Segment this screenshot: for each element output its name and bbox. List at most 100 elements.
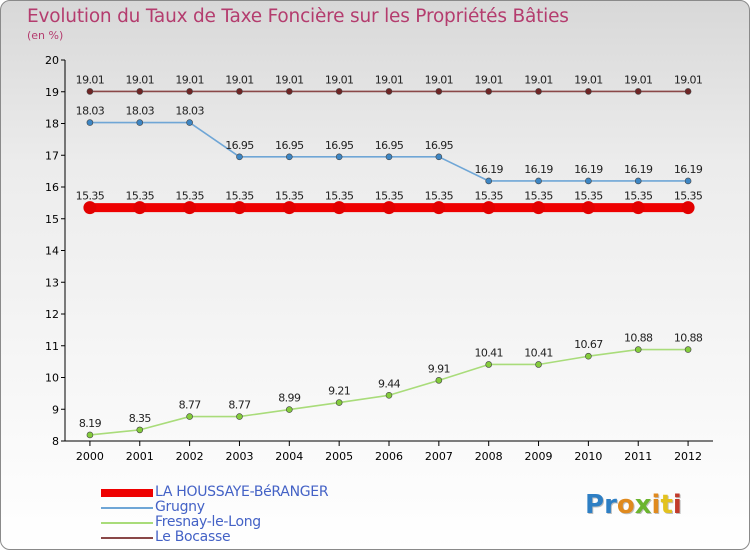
y-tick-label: 11 xyxy=(45,340,59,353)
legend-label: LA HOUSSAYE-BéRANGER xyxy=(155,484,329,500)
data-point xyxy=(485,177,492,185)
data-point xyxy=(385,88,393,95)
logo-letter: r xyxy=(604,490,617,520)
y-tick-label: 8 xyxy=(52,435,59,448)
data-label: 16.95 xyxy=(325,139,354,152)
data-label: 19.01 xyxy=(76,73,105,86)
data-label: 19.01 xyxy=(624,73,653,86)
data-label: 16.95 xyxy=(275,139,304,152)
data-point xyxy=(585,352,592,360)
data-point xyxy=(286,88,293,95)
data-label: 19.01 xyxy=(126,73,155,86)
data-label: 10.41 xyxy=(474,346,503,359)
x-tick-label: 2007 xyxy=(425,450,453,463)
data-point xyxy=(581,201,595,215)
data-label: 10.88 xyxy=(674,332,703,345)
data-point xyxy=(684,346,692,353)
data-point xyxy=(532,201,546,215)
data-point xyxy=(186,88,193,95)
data-label: 15.35 xyxy=(175,190,204,203)
y-tick-label: 12 xyxy=(45,308,59,321)
data-label: 19.01 xyxy=(175,73,204,86)
logo-letter: i xyxy=(672,490,682,520)
data-point xyxy=(681,201,695,215)
data-label: 15.35 xyxy=(474,190,503,203)
legend-swatch xyxy=(101,506,153,509)
data-label: 9.21 xyxy=(328,385,350,398)
x-tick-label: 2004 xyxy=(275,450,303,463)
data-point xyxy=(186,413,193,420)
data-point xyxy=(335,153,343,161)
x-tick-label: 2008 xyxy=(475,450,503,463)
y-tick-label: 13 xyxy=(45,276,59,289)
data-point xyxy=(535,177,542,185)
y-tick-label: 9 xyxy=(52,403,59,416)
logo-letter: t xyxy=(660,490,673,520)
chart-subtitle: (en %) xyxy=(27,29,64,42)
data-point xyxy=(332,201,346,215)
data-point xyxy=(482,201,496,215)
data-label: 19.01 xyxy=(524,73,553,86)
data-point xyxy=(236,153,243,161)
data-label: 10.41 xyxy=(524,346,553,359)
data-point xyxy=(282,201,296,215)
y-tick-label: 18 xyxy=(45,118,59,131)
data-point xyxy=(485,88,492,95)
data-point xyxy=(432,201,446,215)
data-label: 9.91 xyxy=(428,362,450,375)
data-point xyxy=(86,119,94,126)
proxiti-logo: Proxiti xyxy=(585,490,682,520)
data-label: 15.35 xyxy=(574,190,603,203)
data-point xyxy=(535,361,542,368)
x-tick-label: 2005 xyxy=(325,450,353,463)
data-label: 19.01 xyxy=(275,73,304,86)
data-label: 16.19 xyxy=(624,163,653,176)
data-label: 15.35 xyxy=(524,190,553,203)
data-point xyxy=(136,88,144,95)
data-label: 19.01 xyxy=(474,73,503,86)
legend-label: Fresnay-le-Long xyxy=(155,514,261,530)
data-label: 16.19 xyxy=(474,163,503,176)
data-label: 15.35 xyxy=(126,190,155,203)
data-point xyxy=(186,119,193,126)
data-point xyxy=(286,406,293,413)
y-tick-label: 16 xyxy=(45,181,59,194)
logo-letter: P xyxy=(585,490,605,520)
data-label: 15.35 xyxy=(325,190,354,203)
y-tick-label: 17 xyxy=(45,149,59,162)
data-point xyxy=(385,153,393,161)
chart-title: Evolution du Taux de Taxe Foncière sur l… xyxy=(27,6,569,27)
data-label: 18.03 xyxy=(175,105,204,118)
legend-label: Grugny xyxy=(155,499,205,515)
x-tick-label: 2003 xyxy=(225,450,253,463)
data-point xyxy=(335,399,343,406)
logo-letter: x xyxy=(634,490,652,520)
data-point xyxy=(86,88,94,95)
data-point xyxy=(385,391,393,399)
legend-swatch xyxy=(101,536,153,539)
data-point xyxy=(183,201,197,215)
data-label: 15.35 xyxy=(76,190,105,203)
legend-swatch xyxy=(101,521,153,524)
data-label: 8.19 xyxy=(79,417,102,430)
data-label: 16.19 xyxy=(574,163,603,176)
x-tick-label: 2009 xyxy=(525,450,553,463)
data-point xyxy=(585,88,592,95)
legend-swatch xyxy=(101,488,153,497)
data-label: 15.35 xyxy=(674,190,703,203)
logo-letter: o xyxy=(616,490,635,520)
data-label: 15.35 xyxy=(225,190,254,203)
x-tick-label: 2010 xyxy=(574,450,602,463)
x-tick-label: 2001 xyxy=(126,450,154,463)
data-point xyxy=(631,201,645,215)
data-point xyxy=(335,88,343,95)
data-point xyxy=(236,88,243,95)
data-label: 9.44 xyxy=(378,377,401,390)
x-tick-label: 2011 xyxy=(624,450,652,463)
data-point xyxy=(535,88,542,95)
data-point xyxy=(634,88,642,95)
y-tick-label: 19 xyxy=(45,86,59,99)
data-label: 19.01 xyxy=(325,73,354,86)
data-label: 8.77 xyxy=(179,399,202,412)
